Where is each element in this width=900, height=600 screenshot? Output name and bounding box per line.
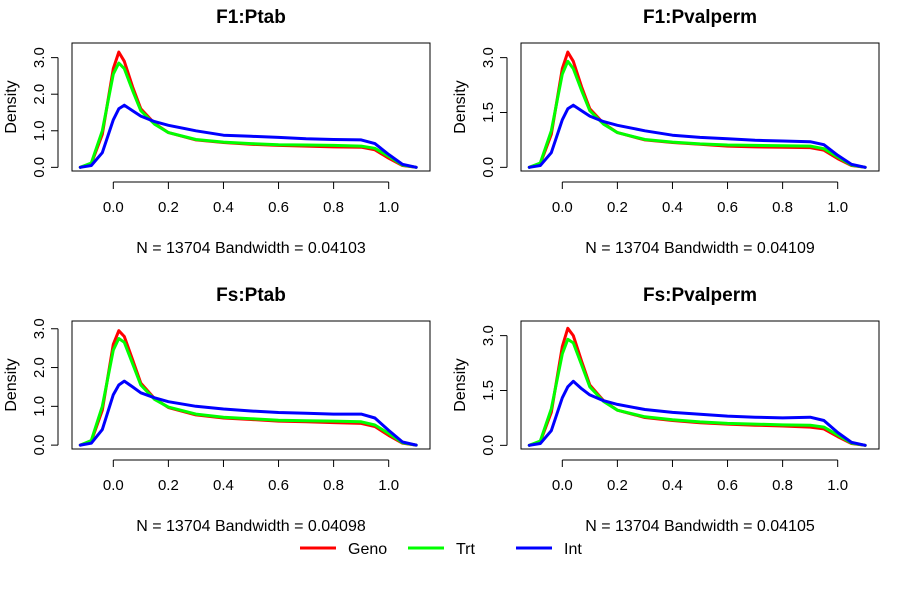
chart-panel-2: F1:Pvalperm 0.0 0.2 0.4 0.6 0.8 1.0 0.0 1.5 3.0 N …: [452, 7, 880, 257]
y-tick-label: 1.0: [31, 120, 48, 141]
x-tick-label: 0.8: [323, 477, 344, 494]
plot-frame: [520, 320, 880, 450]
legend-label-int: Int: [564, 541, 582, 558]
y-axis-label: Density: [3, 80, 20, 133]
chart-title: Fs:Ptab: [216, 285, 286, 306]
y-tick-label: 0.0: [31, 435, 48, 456]
x-tick-label: 0.8: [772, 199, 793, 216]
x-tick-label: 0.0: [552, 199, 573, 216]
y-tick-label: 0.0: [480, 435, 497, 456]
x-tick-label: 0.6: [268, 477, 289, 494]
y-tick-label: 2.0: [31, 357, 48, 378]
y-tick-label: 3.0: [31, 318, 48, 339]
x-tick-label: 0.6: [268, 199, 289, 216]
x-tick-label: 0.4: [662, 477, 683, 494]
plot-frame: [71, 320, 431, 450]
y-tick-label: 2.0: [31, 84, 48, 105]
x-tick-label: 0.4: [662, 199, 683, 216]
y-tick-label: 0.0: [480, 157, 497, 178]
x-tick-label: 0.2: [158, 199, 179, 216]
x-tick-label: 0.8: [772, 477, 793, 494]
chart-title: Fs:Pvalperm: [643, 285, 757, 306]
y-tick-label: 3.0: [480, 325, 497, 346]
x-tick-label: 1.0: [827, 477, 848, 494]
legend-entry-int: Int: [516, 541, 582, 558]
series-line-trt: [78, 337, 418, 447]
x-tick-label: 0.2: [607, 477, 628, 494]
y-tick-label: 1.0: [31, 396, 48, 417]
y-tick-label: 1.5: [480, 380, 497, 401]
series-line-trt: [527, 59, 867, 169]
x-axis-label: N = 13704 Bandwidth = 0.04103: [136, 240, 366, 257]
y-tick-label: 3.0: [480, 47, 497, 68]
legend: Geno Trt Int: [300, 541, 582, 558]
y-tick-label: 1.5: [480, 102, 497, 123]
legend-label-trt: Trt: [456, 541, 476, 558]
x-tick-label: 0.0: [103, 199, 124, 216]
series-line-int: [527, 103, 867, 169]
y-axis-label: Density: [452, 358, 469, 411]
plot-frame: [71, 42, 431, 172]
x-tick-label: 0.6: [717, 477, 738, 494]
x-tick-label: 1.0: [378, 199, 399, 216]
series-line-trt: [527, 337, 867, 447]
x-tick-label: 0.0: [552, 477, 573, 494]
legend-entry-trt: Trt: [408, 541, 476, 558]
x-axis-label: N = 13704 Bandwidth = 0.04098: [136, 518, 366, 535]
x-tick-label: 0.0: [103, 477, 124, 494]
series-line-trt: [78, 61, 418, 169]
y-tick-label: 0.0: [31, 157, 48, 178]
x-tick-label: 0.4: [213, 477, 234, 494]
legend-entry-geno: Geno: [300, 541, 387, 558]
x-tick-label: 0.6: [717, 199, 738, 216]
x-tick-label: 0.8: [323, 199, 344, 216]
density-panels: F1:Ptab 0.0 0.2 0.4 0.6 0.8 1.0 0.0 1.0 2.0 3.0 N =…: [3, 7, 880, 535]
x-axis-label: N = 13704 Bandwidth = 0.04105: [585, 518, 815, 535]
plot-frame: [520, 42, 880, 172]
chart-title: F1:Ptab: [216, 7, 286, 28]
y-tick-label: 3.0: [31, 47, 48, 68]
series-line-geno: [78, 329, 418, 447]
legend-label-geno: Geno: [348, 541, 387, 558]
y-axis-label: Density: [452, 80, 469, 133]
x-axis-label: N = 13704 Bandwidth = 0.04109: [585, 240, 815, 257]
chart-title: F1:Pvalperm: [643, 7, 757, 28]
y-axis-label: Density: [3, 358, 20, 411]
x-tick-label: 0.2: [158, 477, 179, 494]
x-tick-label: 1.0: [378, 477, 399, 494]
x-tick-label: 0.4: [213, 199, 234, 216]
series-line-int: [527, 379, 867, 447]
x-tick-label: 1.0: [827, 199, 848, 216]
chart-panel-1: F1:Ptab 0.0 0.2 0.4 0.6 0.8 1.0 0.0 1.0 2.0 3.0 N =…: [3, 7, 431, 257]
chart-panel-4: Fs:Pvalperm 0.0 0.2 0.4 0.6 0.8 1.0 0.0 1.5 3.0 N …: [452, 285, 880, 535]
series-line-int: [78, 379, 418, 447]
chart-panel-3: Fs:Ptab 0.0 0.2 0.4 0.6 0.8 1.0 0.0 1.0 2.0 3.0 N =…: [3, 285, 431, 535]
series-line-int: [78, 103, 418, 169]
x-tick-label: 0.2: [607, 199, 628, 216]
